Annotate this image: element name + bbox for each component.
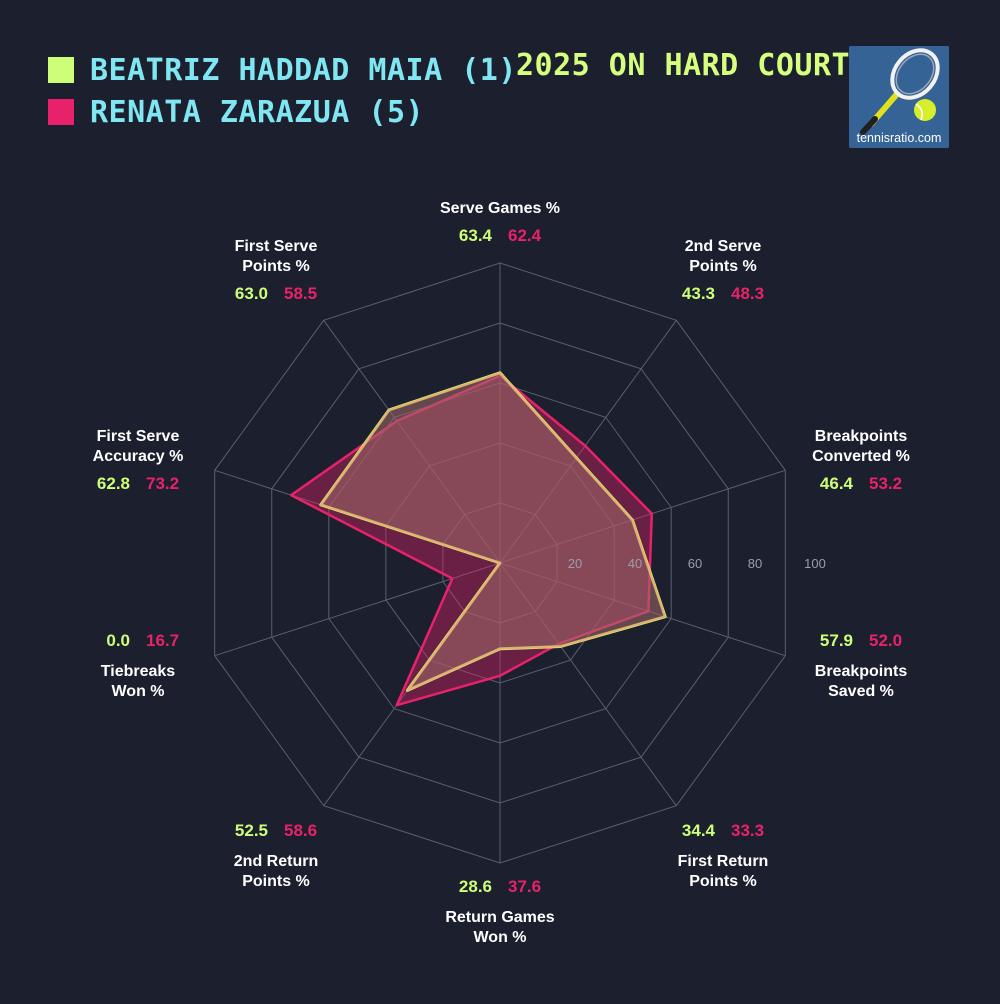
radial-tick-label: 60: [688, 556, 702, 571]
logo-text: tennisratio.com: [856, 131, 942, 145]
axis-label: Saved %: [828, 683, 894, 700]
value-label-player1: 46.4: [820, 474, 854, 493]
value-label-player2: 33.3: [731, 821, 764, 840]
axis-label: 2nd Return: [234, 853, 318, 870]
value-label-player1: 0.0: [106, 631, 130, 650]
axis-label: Won %: [111, 683, 164, 700]
value-label-player1: 52.5: [235, 821, 268, 840]
value-label-player2: 48.3: [731, 284, 764, 303]
axis-label: Points %: [242, 258, 310, 275]
player2-name: RENATA ZARAZUA (5): [90, 94, 425, 130]
tennisratio-logo[interactable]: tennisratio.com: [849, 46, 949, 148]
radial-tick-label: 100: [804, 556, 826, 571]
series-beatriz-haddad-maia: [319, 371, 667, 692]
legend-item-player1: BEATRIZ HADDAD MAIA (1): [48, 50, 517, 90]
value-label-player2: 58.5: [284, 284, 317, 303]
player1-name: BEATRIZ HADDAD MAIA (1): [90, 52, 517, 88]
radial-tick-label: 40: [628, 556, 642, 571]
value-label-player2: 62.4: [508, 226, 542, 245]
axis-label: Points %: [689, 258, 757, 275]
value-label-player2: 37.6: [508, 877, 541, 896]
axis-label: Breakpoints: [815, 663, 908, 680]
axis-label: Serve Games %: [440, 200, 560, 217]
player2-swatch: [48, 99, 74, 125]
axis-label: First Return: [678, 853, 769, 870]
value-label-player2: 16.7: [146, 631, 179, 650]
value-label-player1: 62.8: [97, 474, 130, 493]
legend-item-player2: RENATA ZARAZUA (5): [48, 92, 517, 132]
value-label-player1: 28.6: [459, 877, 492, 896]
axis-label: Accuracy %: [93, 448, 184, 465]
value-label-player1: 63.0: [235, 284, 268, 303]
axis-label: Points %: [242, 873, 310, 890]
value-label-player1: 43.3: [682, 284, 715, 303]
chart-title: 2025 ON HARD COURTS: [516, 48, 869, 83]
axis-label: Tiebreaks: [101, 663, 176, 680]
axis-label: Return Games: [445, 909, 554, 926]
value-label-player1: 57.9: [820, 631, 853, 650]
value-label-player2: 58.6: [284, 821, 317, 840]
axis-label: Won %: [473, 929, 526, 946]
value-label-player2: 73.2: [146, 474, 179, 493]
axis-label: Converted %: [812, 448, 910, 465]
axis-label: Points %: [689, 873, 757, 890]
axis-label: 2nd Serve: [685, 238, 762, 255]
player1-swatch: [48, 57, 74, 83]
legend: BEATRIZ HADDAD MAIA (1) RENATA ZARAZUA (…: [48, 50, 517, 134]
radial-tick-label: 20: [568, 556, 582, 571]
axis-label: First Serve: [235, 238, 318, 255]
value-label-player1: 34.4: [682, 821, 716, 840]
axis-label: First Serve: [97, 428, 180, 445]
axis-label: Breakpoints: [815, 428, 908, 445]
radial-tick-label: 80: [748, 556, 762, 571]
value-label-player1: 63.4: [459, 226, 493, 245]
value-label-player2: 53.2: [869, 474, 902, 493]
tennis-racket-ball-icon: [849, 46, 949, 148]
value-label-player2: 52.0: [869, 631, 902, 650]
